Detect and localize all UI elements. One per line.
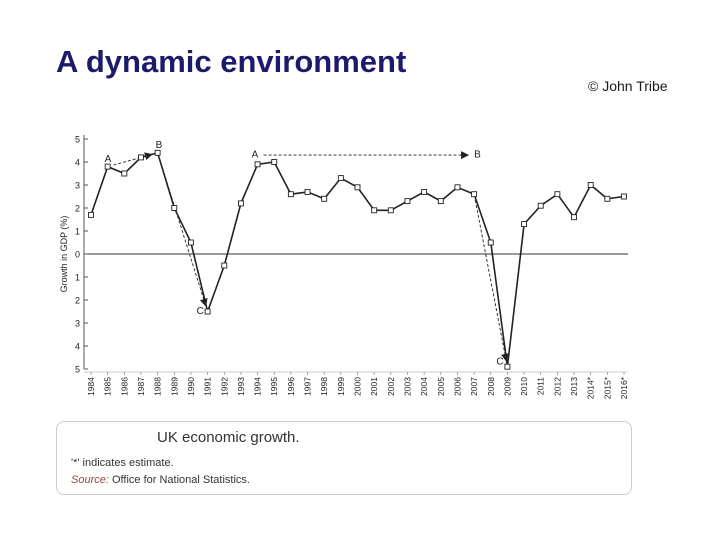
annotation-label-a: A — [105, 154, 112, 165]
data-point-2002 — [387, 207, 394, 214]
data-point-2010 — [521, 221, 528, 228]
y-tick-label: 1 — [75, 227, 80, 237]
copyright-notice: © John Tribe — [588, 78, 668, 94]
data-point-1995 — [271, 159, 278, 165]
y-tick-label: 4 — [75, 158, 80, 168]
x-tick-label: 2007 — [469, 377, 479, 396]
data-point-1990 — [187, 239, 194, 246]
x-tick-label: 2016* — [619, 376, 629, 399]
data-point-2004 — [421, 188, 428, 195]
caption-title: UK economic growth. — [157, 429, 300, 446]
x-tick-label: 2009 — [502, 377, 512, 396]
slide-title: A dynamic environment — [56, 44, 407, 79]
x-tick-label: 1989 — [169, 377, 179, 396]
data-point-2007 — [471, 191, 478, 198]
x-tick-label: 2004 — [419, 377, 429, 396]
x-tick-label: 2002 — [386, 377, 396, 396]
caption-source-label: Source: — [71, 474, 109, 486]
x-tick-label: 1992 — [219, 377, 229, 396]
data-point-2013 — [571, 214, 577, 221]
x-tick-label: 1986 — [119, 377, 129, 396]
data-point-1998 — [321, 195, 328, 202]
data-point-1989 — [171, 205, 178, 211]
x-tick-label: 2011 — [536, 377, 546, 396]
x-tick-label: 1999 — [336, 377, 346, 396]
x-tick-label: 1998 — [319, 377, 329, 396]
data-point-2009 — [504, 363, 511, 370]
data-point-2001 — [371, 207, 378, 214]
caption-note: '*' indicates estimate. — [71, 457, 174, 469]
data-point-2003 — [404, 198, 411, 205]
x-tick-label: 2005 — [436, 377, 446, 396]
x-tick-label: 2001 — [369, 377, 379, 396]
y-tick-label: 0 — [75, 250, 80, 260]
y-tick-label: 3 — [75, 319, 80, 329]
y-tick-label: 4 — [75, 342, 80, 352]
x-tick-label: 2014* — [586, 376, 596, 399]
data-point-1988 — [154, 149, 161, 156]
data-point-1993 — [237, 200, 244, 207]
data-point-1994 — [254, 161, 261, 168]
x-tick-label: 1988 — [153, 377, 163, 396]
y-tick-label: 5 — [75, 135, 80, 145]
x-tick-label: 2006 — [452, 377, 462, 396]
annotation-label-b: B — [474, 149, 481, 160]
figure-caption-box: UK economic growth. '*' indicates estima… — [56, 421, 632, 495]
x-tick-label: 2015* — [602, 376, 612, 399]
x-tick-label: 2003 — [402, 377, 412, 396]
annotation-label-a: A — [252, 149, 259, 160]
data-point-1997 — [304, 188, 311, 195]
data-point-2016* — [621, 193, 627, 200]
data-point-1999 — [337, 175, 344, 182]
y-tick-label: 3 — [75, 181, 80, 191]
y-tick-label: 1 — [75, 273, 80, 283]
gdp-growth-line-chart: 5 4 3 2 1 0 1 2 3 4 5 Growth in GDP (%) 1984 1985 1986… — [59, 135, 629, 400]
data-point-2012 — [554, 191, 561, 198]
x-tick-label: 2008 — [486, 377, 496, 396]
annotation-label-b: B — [156, 140, 163, 151]
data-point-2014* — [587, 182, 594, 188]
data-point-1996 — [287, 191, 294, 198]
caption-source: Source: Office for National Statistics. — [71, 474, 250, 486]
annotation-label-c: C — [496, 356, 503, 367]
data-point-1987 — [138, 154, 144, 161]
data-point-2005 — [437, 198, 444, 205]
data-point-1985 — [104, 163, 111, 170]
x-tick-label: 2000 — [353, 377, 363, 396]
data-point-2015* — [604, 195, 611, 202]
x-tick-label: 1984 — [86, 377, 96, 396]
x-tick-label: 1997 — [303, 377, 313, 396]
x-tick-label: 2010 — [519, 377, 529, 396]
data-point-2008 — [487, 239, 494, 246]
data-point-1992 — [221, 262, 228, 269]
x-tick-label: 1987 — [136, 377, 146, 396]
x-tick-label: 1991 — [203, 377, 213, 396]
annotation-arrow-4 — [474, 200, 509, 362]
y-tick-label: 2 — [75, 204, 80, 214]
annotation-label-c: C — [197, 306, 204, 317]
data-point-2000 — [354, 184, 361, 191]
data-point-2006 — [454, 184, 461, 191]
x-tick-label: 2013 — [569, 377, 579, 396]
annotation-arrow-1 — [113, 152, 153, 166]
data-point-1986 — [121, 170, 128, 177]
x-tick-label: 1985 — [103, 377, 113, 396]
x-tick-label: 1996 — [286, 377, 296, 396]
x-tick-label: 1990 — [186, 377, 196, 396]
x-tick-label: 1994 — [253, 377, 263, 396]
caption-source-text: Office for National Statistics. — [111, 474, 250, 486]
x-tick-label: 2012 — [552, 377, 562, 396]
data-point-1984 — [88, 211, 94, 218]
y-tick-label: 5 — [75, 365, 80, 375]
y-axis-title: Growth in GDP (%) — [59, 216, 69, 293]
x-tick-label: 1995 — [269, 377, 279, 396]
x-tick-label: 1993 — [236, 377, 246, 396]
data-point-1991 — [204, 308, 211, 315]
y-tick-label: 2 — [75, 296, 80, 306]
data-point-2011 — [537, 202, 544, 209]
